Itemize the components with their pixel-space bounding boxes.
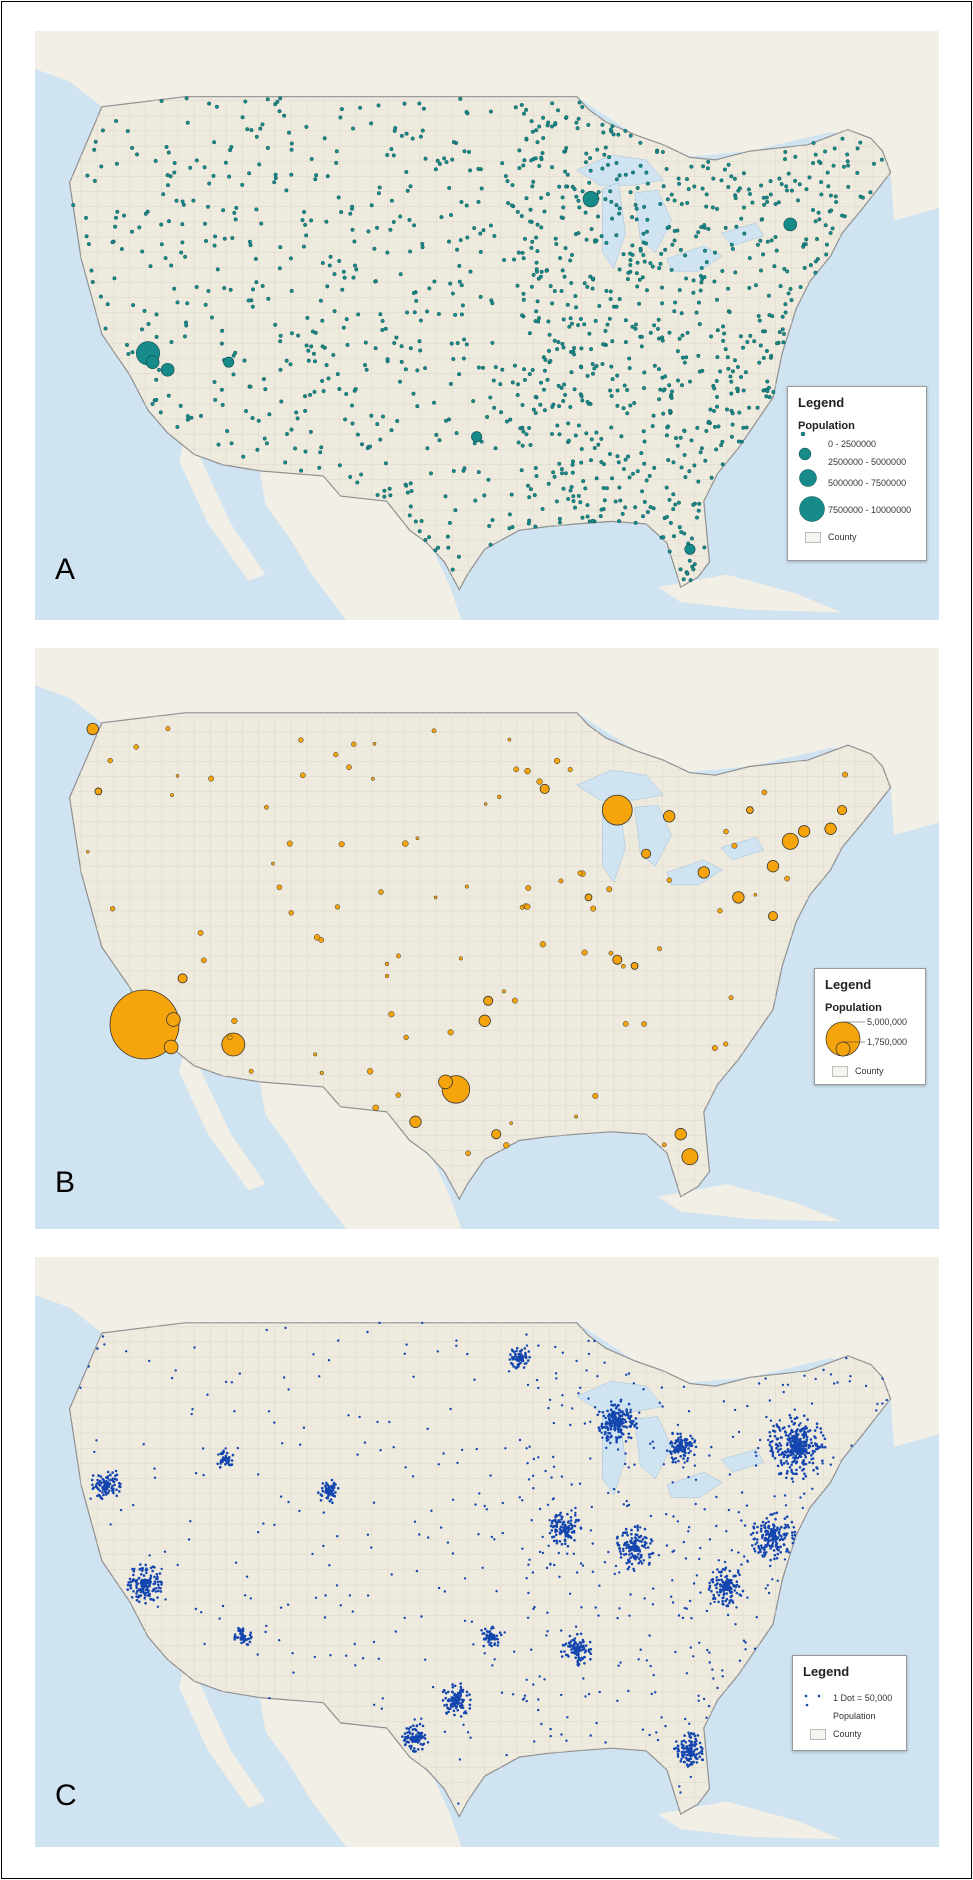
map-panel-b[interactable]: B Legend Population 5,000,000 1,750,000 … [35, 648, 939, 1229]
legend-a: Legend Population 0 - 2500000 2500000 - … [787, 386, 927, 561]
legend-item: 7500000 - 10000000 [798, 494, 916, 526]
legend-item: 1 Dot = 50,000 [803, 1689, 896, 1707]
dot-icon [805, 1703, 809, 1707]
legend-b: Legend Population 5,000,000 1,750,000 Co… [814, 968, 926, 1085]
legend-item: County [825, 1060, 915, 1082]
legend-item: 1,750,000 [867, 1037, 908, 1047]
legend-title: Legend [798, 395, 845, 410]
legend-item: 0 - 2500000 [798, 431, 916, 452]
proportional-circle-icon [825, 1021, 865, 1057]
panel-label-b: B [55, 1166, 76, 1199]
legend-c: Legend 1 Dot = 50,000 Population County [792, 1655, 907, 1751]
legend-nested-circles: 5,000,000 1,750,000 [825, 1017, 915, 1058]
dot-icon [800, 431, 806, 437]
legend-item: County [798, 526, 916, 548]
map-c-canvas [35, 1257, 939, 1847]
legend-item: 5,000,000 [867, 1017, 908, 1027]
proportional-circle-icon [798, 447, 812, 461]
county-polygon-icon [832, 1065, 848, 1077]
map-a-canvas [35, 31, 939, 620]
proportional-circle-icon [799, 469, 817, 487]
legend-title: Legend [803, 1664, 850, 1679]
map-b-canvas [35, 648, 939, 1229]
panel-label-c: C [55, 1779, 77, 1812]
panel-label-a: A [55, 553, 76, 586]
county-polygon-icon [805, 531, 821, 543]
legend-item: 5000000 - 7500000 [798, 469, 916, 494]
legend-item: 2500000 - 5000000 [798, 447, 916, 472]
legend-title: Legend [825, 977, 872, 992]
legend-item: County [803, 1725, 896, 1743]
legend-subtitle: Population [798, 420, 855, 432]
dot-icon [804, 1694, 821, 1698]
county-polygon-icon [810, 1728, 826, 1740]
map-panel-c[interactable]: C Legend 1 Dot = 50,000 Population Count… [35, 1257, 939, 1847]
legend-item: Population [803, 1703, 896, 1725]
map-panel-a[interactable]: A Legend Population 0 - 2500000 2500000 … [35, 31, 939, 620]
legend-subtitle: Population [825, 1002, 882, 1014]
proportional-circle-icon [799, 496, 825, 522]
